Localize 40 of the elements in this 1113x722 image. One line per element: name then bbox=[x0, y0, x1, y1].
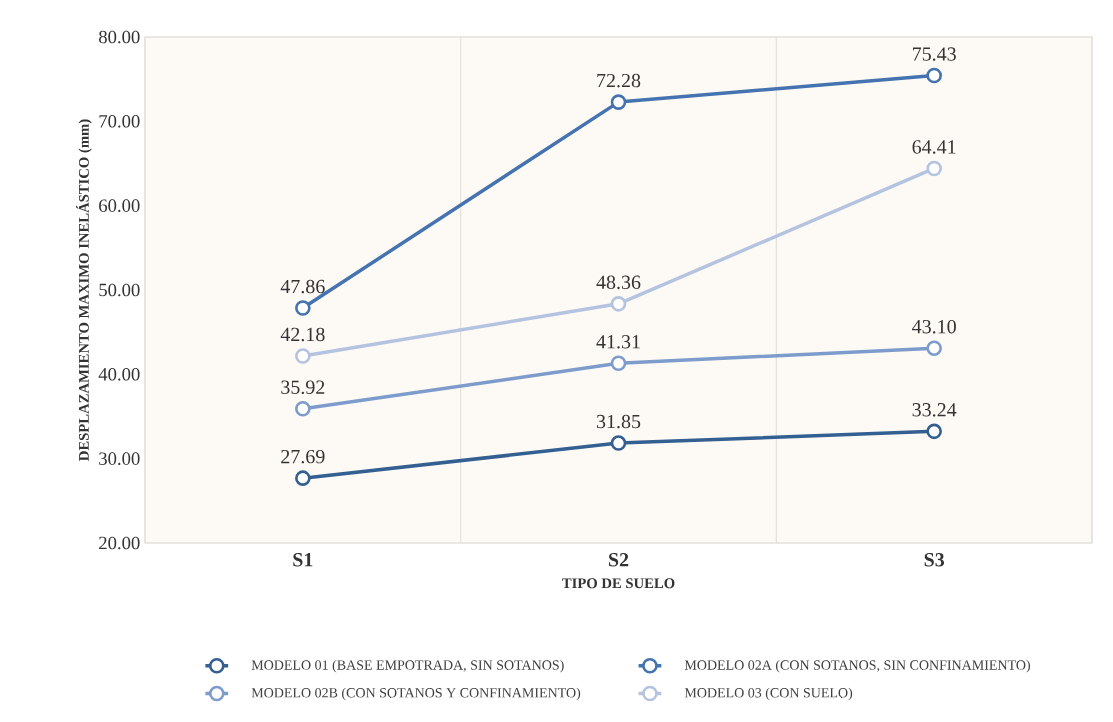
point bbox=[295, 470, 311, 486]
data-label: 33.24 bbox=[912, 403, 957, 417]
point bbox=[926, 160, 942, 177]
data-label: 42.18 bbox=[280, 327, 325, 342]
data-label: 31.85 bbox=[596, 414, 641, 429]
data-label: 41.31 bbox=[596, 335, 640, 349]
data-label: 47.86 bbox=[280, 279, 325, 294]
point bbox=[926, 67, 942, 84]
legend-label: MODELO 03 (CON SUELO) bbox=[684, 687, 853, 701]
data-label: 72.28 bbox=[597, 73, 641, 88]
point bbox=[926, 340, 942, 356]
y-tick-label: 60.00 bbox=[99, 199, 140, 213]
data-label: 64.41 bbox=[912, 140, 956, 154]
data-label: 27.69 bbox=[281, 449, 325, 464]
point bbox=[610, 296, 627, 312]
y-tick-label: 80.00 bbox=[99, 30, 140, 44]
point bbox=[610, 355, 627, 372]
point bbox=[295, 400, 311, 417]
y-axis-title: DESPLAZAMIENTO MAXIMO INELÁSTICO (mm) bbox=[76, 119, 92, 461]
data-label: 43.10 bbox=[912, 319, 956, 334]
y-tick-label: 30.00 bbox=[99, 452, 140, 466]
point bbox=[295, 300, 311, 316]
legend-label: MODELO 02B (CON SOTANOS Y CONFINAMIENTO) bbox=[251, 687, 581, 701]
x-tick-label: S3 bbox=[924, 553, 945, 567]
data-label: 35.92 bbox=[281, 380, 325, 395]
point bbox=[610, 435, 627, 451]
x-tick-label: S2 bbox=[609, 553, 629, 567]
point bbox=[926, 423, 942, 440]
x-axis-title: TIPO DE SUELO bbox=[562, 578, 675, 589]
point bbox=[610, 94, 627, 110]
data-label: 48.36 bbox=[596, 275, 641, 290]
legend-label: MODELO 01 (BASE EMPOTRADA, SIN SOTANOS) bbox=[251, 659, 564, 673]
y-tick-label: 20.00 bbox=[99, 536, 140, 550]
legend-label: MODELO 02A (CON SOTANOS, SIN CONFINAMIENTO) bbox=[684, 659, 1031, 673]
y-tick-label: 40.00 bbox=[98, 367, 140, 381]
y-tick-label: 50.00 bbox=[99, 283, 140, 297]
point bbox=[295, 348, 311, 364]
data-label: 75.43 bbox=[912, 47, 956, 61]
y-tick-label: 70.00 bbox=[99, 114, 140, 128]
x-tick-label: S1 bbox=[293, 553, 313, 567]
